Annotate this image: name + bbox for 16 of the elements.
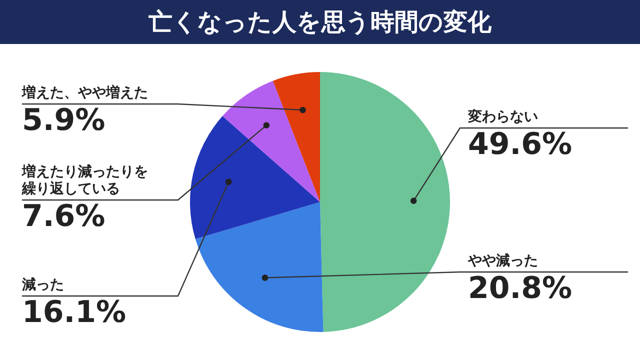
data-label: 5.9% [22,103,106,138]
pie-slice [190,116,320,240]
slice-label: 変わらない [467,108,538,125]
pie-slice [272,72,320,202]
pie-slice [222,80,320,202]
slice-label: やや減った [467,253,538,269]
slice-label: 減った [21,277,64,293]
pie-slice [320,72,450,332]
chart-title: 亡くなった人を思う時間の変化 [0,0,640,44]
slice-label: 増えた、やや増えた [21,84,148,101]
data-label: 16.1% [22,295,126,330]
data-label: 7.6% [22,199,106,234]
slice-label: 増えたり減ったりを繰り返している [21,163,148,197]
data-label: 49.6% [468,127,572,162]
data-label: 20.8% [468,271,572,306]
pie-slice [195,202,324,332]
